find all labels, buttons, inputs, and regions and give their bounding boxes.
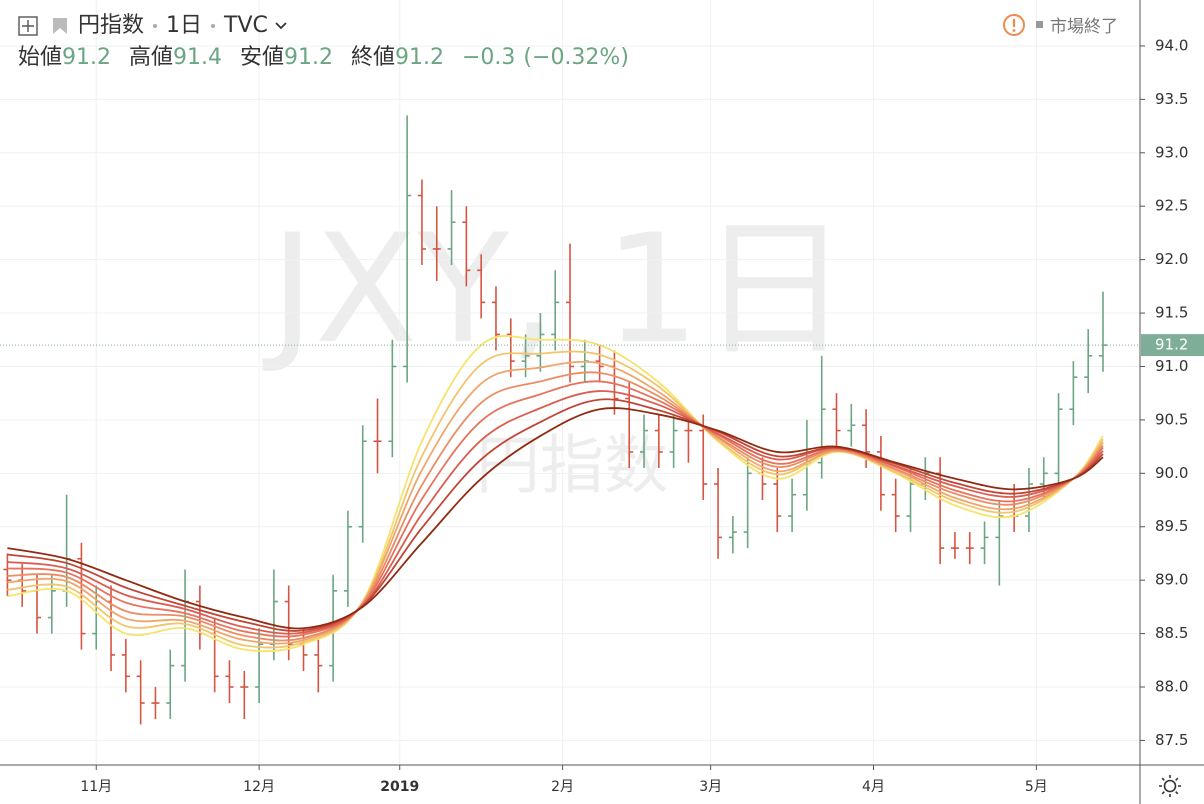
y-tick-label: 88.5 [1155,624,1188,642]
moving-average [7,335,1104,653]
header: 円指数 1日 TVC 始値 91.2 高値 91.4 安値 91.2 終値 91.2 −0.3(… [18,10,647,74]
x-tick-label: 3月 [699,779,722,795]
y-tick-label: 94.0 [1155,36,1188,54]
legend-value: 91.4 [173,45,222,70]
x-tick-label: 5月 [1025,779,1048,795]
header-row: 円指数 1日 TVC [18,10,647,42]
flag-icon [53,18,67,34]
change: −0.3 [462,45,516,70]
x-tick-label: 11月 [80,779,112,795]
legend-value: 91.2 [62,45,111,70]
y-tick-label: 91.5 [1155,304,1188,322]
status-dot [1036,21,1043,28]
moving-average [7,390,1104,635]
source[interactable]: TVC [224,13,268,38]
ohlc-bars [3,115,1107,725]
y-tick-label: 93.0 [1155,143,1188,161]
y-tick-label: 91.0 [1155,357,1188,375]
y-tick-label: 89.5 [1155,517,1188,535]
y-tick-label: 92.5 [1155,197,1188,215]
y-tick-label: 90.0 [1155,464,1188,482]
alert-icon[interactable] [1002,13,1026,37]
x-tick-label: 2019 [380,779,419,795]
add-icon[interactable] [18,16,38,36]
y-tick-label: 88.0 [1155,678,1188,696]
legend-value: 91.2 [284,45,333,70]
watermark-sub: 円指数 [476,430,668,504]
legend-label: 安値 [240,45,285,70]
last-price-badge [1141,334,1204,357]
ohlc-legend: 始値 91.2 高値 91.4 安値 91.2 終値 91.2 −0.3 (−0.32%) [18,42,647,74]
y-tick-label: 89.0 [1155,571,1188,589]
interval[interactable]: 1日 [166,13,203,38]
moving-average [7,398,1104,632]
last-price-label: 91.2 [1155,336,1188,354]
legend-label: 高値 [129,45,174,70]
y-tick-label: 93.5 [1155,90,1188,108]
market-status: 市場終了 [1002,12,1118,37]
y-tick-label: 92.0 [1155,250,1188,268]
x-tick-label: 4月 [862,779,885,795]
y-tick-label: 90.5 [1155,410,1188,428]
separator [153,24,158,28]
legend-value: 91.2 [395,45,444,70]
moving-average [7,380,1104,638]
y-tick-label: 87.5 [1155,731,1188,749]
x-tick-label: 12月 [243,779,275,795]
watermark: JXY, 1日 [262,203,849,377]
legend-label: 始値 [18,45,63,70]
separator [211,24,216,28]
legend-label: 終値 [351,45,396,70]
x-tick-label: 2月 [551,779,574,795]
change-percent: (−0.32%) [523,45,629,70]
symbol-title: 円指数 [78,13,145,38]
moving-average [7,407,1104,630]
moving-average [7,371,1104,642]
settings-icon[interactable] [1159,775,1181,797]
moving-average [7,350,1104,649]
status-text: 市場終了 [1050,17,1118,37]
dropdown-icon[interactable] [274,21,288,31]
moving-average [7,360,1104,645]
